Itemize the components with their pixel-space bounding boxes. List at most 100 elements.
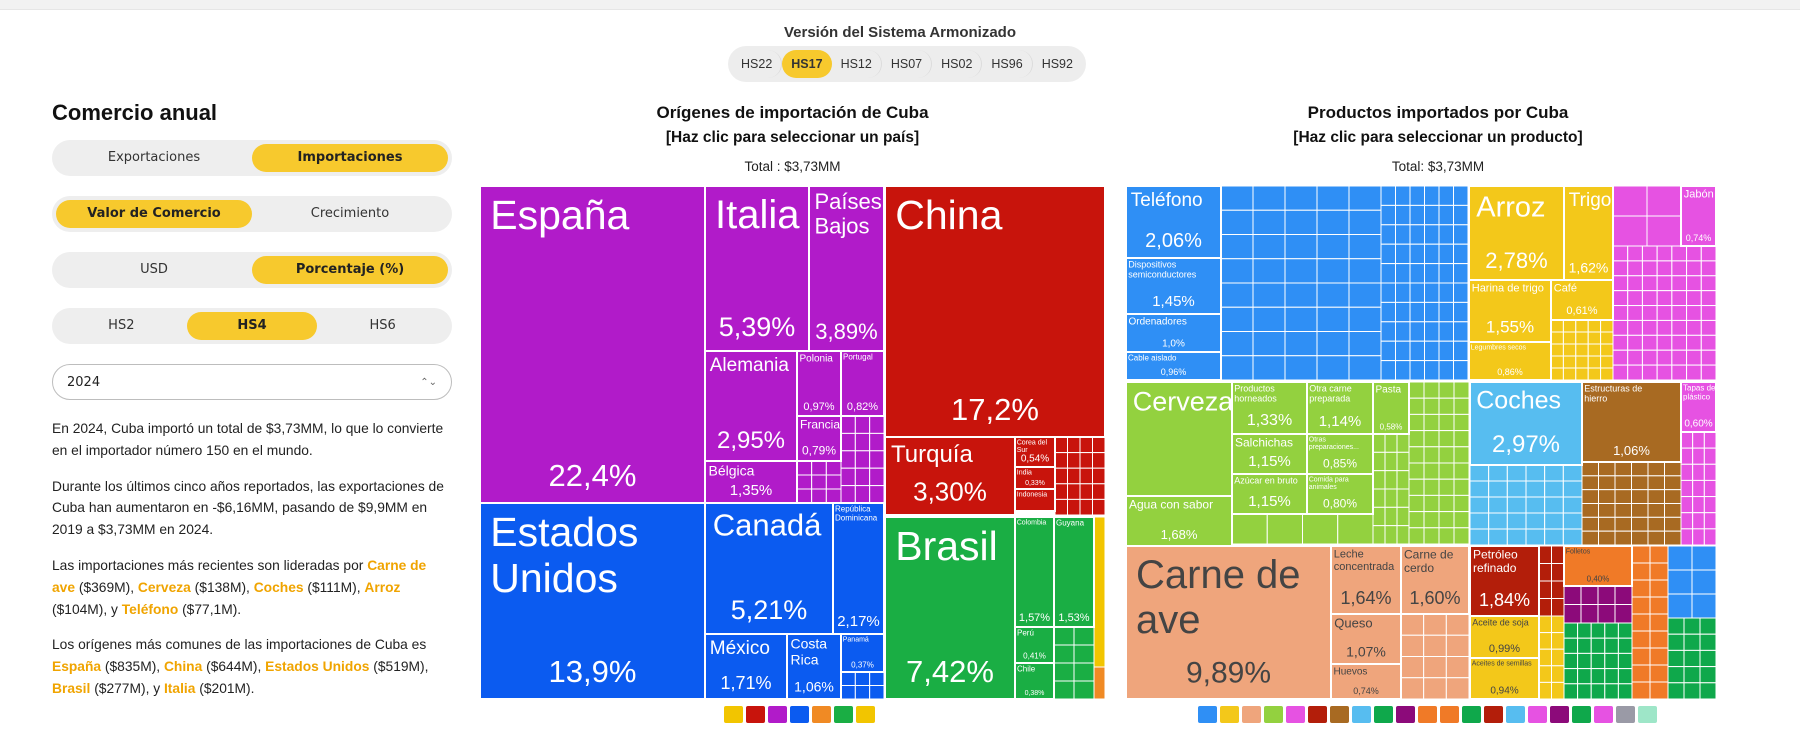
small-tile[interactable]	[1691, 545, 1717, 571]
small-tile[interactable]	[1220, 209, 1254, 235]
small-tile[interactable]	[1683, 682, 1701, 699]
small-tile[interactable]	[1316, 331, 1350, 357]
north-america-filter-icon[interactable]	[790, 706, 809, 723]
stone-filter-icon[interactable]	[1440, 706, 1459, 723]
small-tile[interactable]	[1686, 364, 1702, 381]
tile-rect[interactable]	[1053, 516, 1095, 628]
small-tile[interactable]	[1220, 282, 1254, 308]
small-tile[interactable]	[840, 432, 856, 452]
small-tile[interactable]	[1656, 364, 1673, 381]
small-tile[interactable]	[1656, 245, 1673, 262]
small-tile[interactable]	[1395, 321, 1411, 342]
small-tile[interactable]	[1284, 282, 1318, 308]
small-tile[interactable]	[840, 415, 856, 434]
small-tile[interactable]	[1550, 343, 1564, 357]
small-tile[interactable]	[1424, 360, 1440, 381]
small-tile[interactable]	[1627, 290, 1643, 307]
misc-filter-icon[interactable]	[1418, 706, 1437, 723]
small-tile[interactable]	[1631, 613, 1651, 632]
small-tile[interactable]	[1453, 224, 1469, 245]
small-tile[interactable]	[1587, 319, 1602, 333]
small-tile[interactable]	[1667, 569, 1693, 595]
small-tile[interactable]	[1667, 633, 1685, 651]
small-tile[interactable]	[1337, 513, 1374, 545]
small-tile[interactable]	[1604, 668, 1619, 685]
small-tile[interactable]	[1506, 496, 1527, 514]
small-tile[interactable]	[1409, 263, 1425, 284]
small-tile[interactable]	[1067, 436, 1081, 454]
small-tile[interactable]	[1700, 275, 1717, 292]
small-tile[interactable]	[1506, 528, 1527, 546]
small-tile[interactable]	[1395, 204, 1411, 226]
small-tile[interactable]	[1631, 647, 1651, 666]
small-tile[interactable]	[1453, 381, 1470, 399]
small-tile[interactable]	[1627, 364, 1643, 381]
small-tile[interactable]	[1053, 680, 1075, 699]
small-tile[interactable]	[1409, 301, 1425, 323]
small-tile[interactable]	[1252, 331, 1286, 357]
small-tile[interactable]	[1703, 512, 1717, 530]
small-tile[interactable]	[1538, 681, 1552, 699]
art-filter-icon[interactable]	[1572, 706, 1591, 723]
small-tile[interactable]	[1384, 488, 1398, 508]
small-tile[interactable]	[1423, 397, 1440, 415]
small-tile[interactable]	[1550, 331, 1564, 345]
tile-ordenadores[interactable]: Ordenadores 1,0%	[1126, 313, 1222, 353]
small-tile[interactable]	[1699, 633, 1717, 651]
small-tile[interactable]	[1627, 245, 1643, 262]
small-tile[interactable]	[1506, 464, 1527, 482]
small-tile[interactable]	[1544, 528, 1564, 546]
small-tile[interactable]	[1372, 506, 1386, 527]
small-tile[interactable]	[1577, 668, 1592, 685]
small-tile[interactable]	[1438, 263, 1454, 284]
small-tile[interactable]	[1649, 647, 1669, 666]
small-tile[interactable]	[1692, 431, 1705, 449]
small-tile[interactable]	[840, 671, 856, 686]
small-tile[interactable]	[1641, 349, 1658, 366]
small-tile[interactable]	[1380, 340, 1396, 362]
small-tile[interactable]	[1598, 503, 1616, 518]
tile-telefono[interactable]: Teléfono 2,06%	[1126, 186, 1222, 259]
weapons-filter-icon[interactable]	[1616, 706, 1635, 723]
tile-rect[interactable]	[796, 415, 842, 462]
small-tile[interactable]	[1575, 319, 1589, 333]
small-tile[interactable]	[1631, 475, 1649, 491]
tile-azucar-en-bruto[interactable]: Azúcar en bruto 1,15%	[1231, 473, 1308, 515]
small-tile[interactable]	[1445, 656, 1470, 679]
tile-aceites-de-semillas[interactable]: Aceites de semillas 0,94%	[1469, 657, 1540, 699]
small-tile[interactable]	[869, 450, 885, 469]
small-tile[interactable]	[1423, 511, 1440, 529]
metals-filter-icon[interactable]	[1330, 706, 1349, 723]
small-tile[interactable]	[1453, 511, 1470, 529]
small-tile[interactable]	[1079, 436, 1093, 454]
small-tile[interactable]	[1686, 245, 1702, 262]
small-tile[interactable]	[1408, 527, 1425, 545]
tile-canada[interactable]: Canadá 5,21%	[704, 502, 834, 635]
small-tile[interactable]	[1252, 234, 1286, 260]
small-tile[interactable]	[1631, 461, 1649, 477]
small-tile[interactable]	[1395, 224, 1411, 245]
oceania-filter-icon[interactable]	[812, 706, 831, 723]
small-tile[interactable]	[1438, 321, 1454, 342]
small-tile[interactable]	[1372, 525, 1386, 545]
product-link[interactable]: Coches	[253, 579, 304, 595]
small-tile[interactable]	[1667, 593, 1693, 619]
small-tile[interactable]	[1671, 275, 1688, 292]
small-tile[interactable]	[1252, 258, 1286, 284]
tile-rect[interactable]	[1126, 545, 1332, 699]
small-tile[interactable]	[1671, 290, 1688, 307]
small-tile[interactable]	[1424, 282, 1440, 303]
small-tile[interactable]	[1664, 461, 1682, 477]
tile-rect[interactable]	[1372, 381, 1410, 435]
small-tile[interactable]	[1284, 209, 1318, 235]
small-tile[interactable]	[1396, 506, 1410, 527]
small-tile[interactable]	[840, 485, 856, 504]
small-tile[interactable]	[1671, 364, 1688, 381]
tile-rect[interactable]	[1468, 341, 1552, 381]
small-tile[interactable]	[1380, 321, 1396, 342]
small-tile[interactable]	[1664, 489, 1682, 504]
small-tile[interactable]	[1438, 511, 1455, 529]
